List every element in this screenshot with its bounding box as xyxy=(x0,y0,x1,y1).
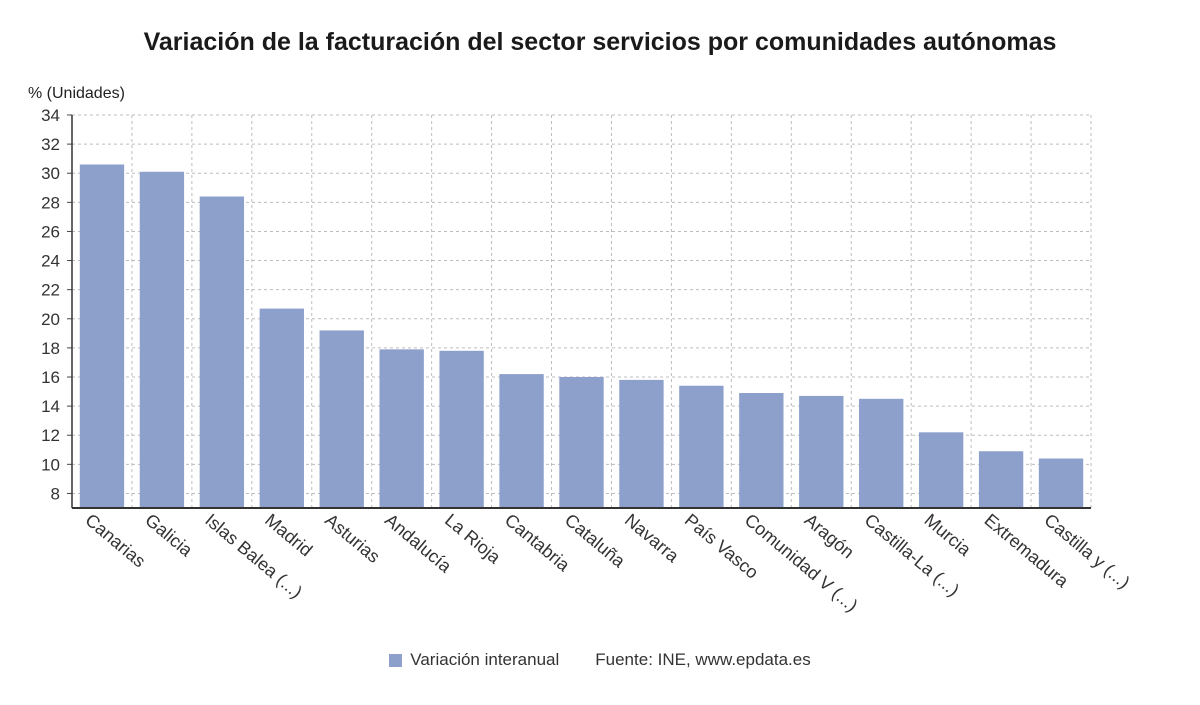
bar-5 xyxy=(319,330,364,508)
source-note: Fuente: INE, www.epdata.es xyxy=(595,650,811,669)
y-tick-label: 26 xyxy=(41,222,60,241)
y-tick-label: 18 xyxy=(41,339,60,358)
bar-6 xyxy=(379,349,424,508)
y-tick-label: 10 xyxy=(41,455,60,474)
x-tick-label: Madrid xyxy=(261,510,316,561)
bar-17 xyxy=(1038,458,1084,508)
y-tick-label: 34 xyxy=(41,106,60,125)
bar-8 xyxy=(499,374,544,508)
x-tick-label: Canarias xyxy=(81,510,149,572)
y-tick-label: 24 xyxy=(41,252,60,271)
bar-3 xyxy=(199,196,245,508)
bar-2 xyxy=(139,171,185,508)
bar-13 xyxy=(799,395,844,508)
y-tick-label: 12 xyxy=(41,426,60,445)
y-tick-label: 22 xyxy=(41,281,60,300)
y-tick-label: 28 xyxy=(41,193,60,212)
bar-14 xyxy=(859,398,904,508)
y-tick-label: 32 xyxy=(41,135,60,154)
legend: Variación interanual Fuente: INE, www.ep… xyxy=(0,650,1200,670)
x-tick-label: Cantabria xyxy=(501,510,574,576)
bar-11 xyxy=(679,385,724,508)
bar-4 xyxy=(259,308,304,508)
y-tick-label: 8 xyxy=(51,484,60,503)
bar-10 xyxy=(619,379,664,508)
y-axis-label: % (Unidades) xyxy=(28,85,125,102)
x-tick-label: Aragón xyxy=(801,510,858,563)
bar-7 xyxy=(439,350,484,508)
x-tick-label: Navarra xyxy=(621,510,684,567)
bar-1 xyxy=(79,164,125,508)
bar-16 xyxy=(978,451,1024,508)
x-tick-label: Galicia xyxy=(141,510,197,561)
x-tick-label: Murcia xyxy=(921,510,976,561)
y-tick-label: 14 xyxy=(41,397,60,416)
x-tick-label: Comunidad V (...) xyxy=(741,510,862,616)
bar-12 xyxy=(739,393,784,508)
chart-title: Variación de la facturación del sector s… xyxy=(143,28,1057,56)
x-tick-label: Asturias xyxy=(321,510,384,567)
y-tick-label: 20 xyxy=(41,310,60,329)
y-tick-label: 30 xyxy=(41,164,60,183)
legend-swatch xyxy=(389,653,403,667)
bar-15 xyxy=(918,432,964,508)
legend-series-label: Variación interanual xyxy=(410,650,560,669)
bar-9 xyxy=(559,377,604,508)
y-tick-label: 16 xyxy=(41,368,60,387)
